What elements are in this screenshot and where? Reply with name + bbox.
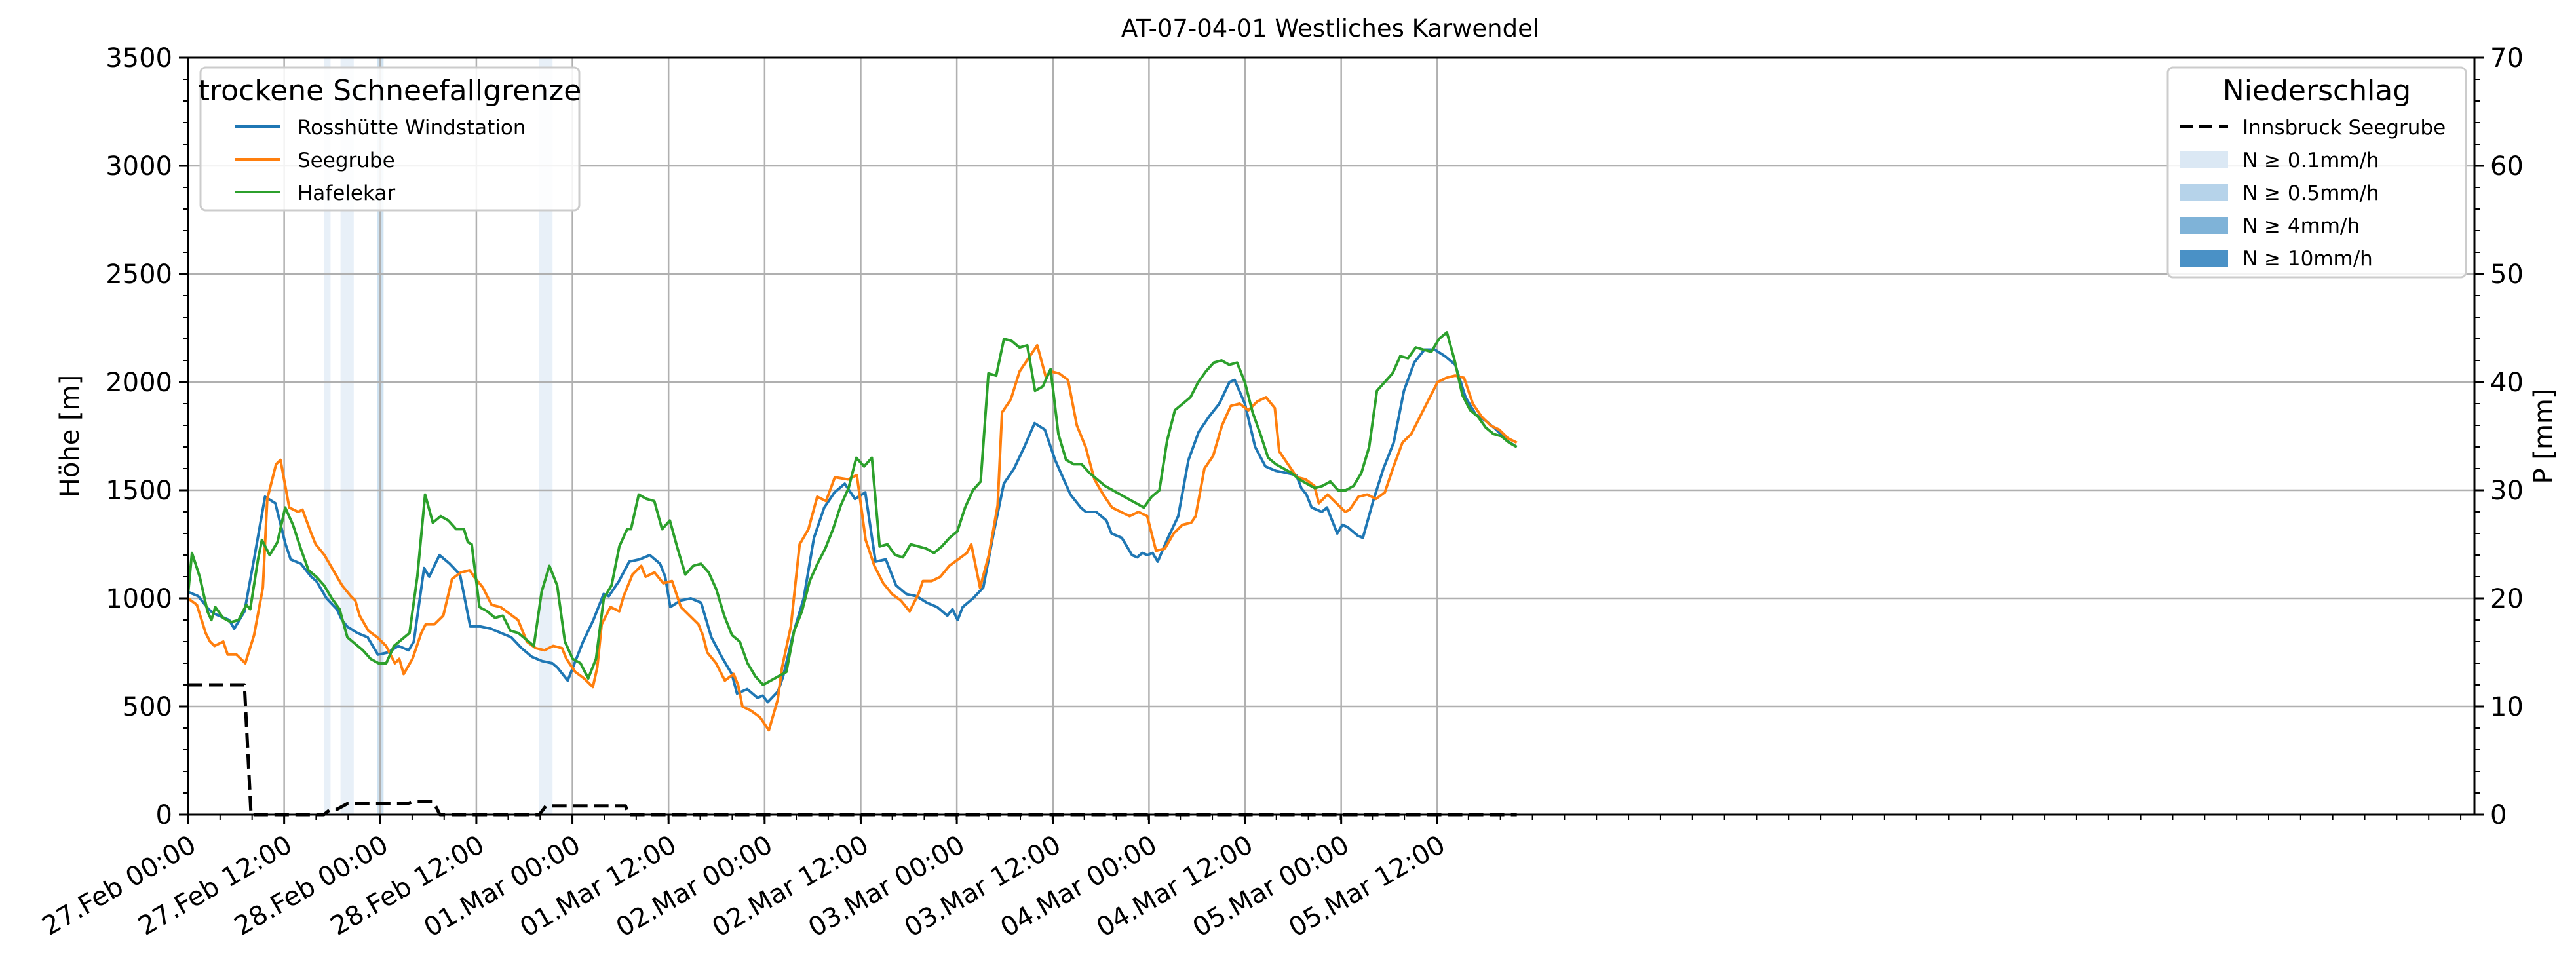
y-tick-label-right: 0 [2490,800,2507,830]
y-tick-label-right: 20 [2490,584,2524,614]
y-tick-label-right: 70 [2490,43,2524,73]
y-tick-label-right: 10 [2490,692,2524,722]
legend-precip-band-swatch [2180,217,2228,234]
y-tick-label-left: 2500 [106,260,172,290]
legend-snow-label: Seegrube [298,149,395,172]
legend-precip-band-swatch [2180,250,2228,267]
legend-snow-title: trockene Schneefallgrenze [199,74,582,107]
legend-precip-line-label: Innsbruck Seegrube [2242,116,2446,140]
y-tick-label-left: 1000 [106,584,172,614]
y-axis-label-left: Höhe [m] [55,375,85,497]
legend-precip-band-label: N ≥ 4mm/h [2242,214,2360,238]
legend-precip-band-swatch [2180,151,2228,168]
y-axis-right: 0 10 20 30 40 50 60 70 [2474,43,2524,830]
chart-title: AT-07-04-01 Westliches Karwendel [1121,14,1539,43]
series-line-1 [187,343,1518,732]
legend-snowline: trockene Schneefallgrenze Rosshütte Winds… [199,66,582,212]
y-tick-label-left: 2000 [106,368,172,398]
legend-precip-band-label: N ≥ 0.5mm/h [2242,182,2379,205]
legend-snow-box [199,66,581,212]
legend-precip-band-swatch [2180,184,2228,201]
legend-precipitation: Niederschlag Innsbruck Seegrube N ≥ 0.1mm/… [2166,66,2467,279]
y-tick-label-right: 60 [2490,151,2524,182]
y-tick-label-left: 3500 [106,43,172,73]
y-axis-label-right: P [mm] [2529,389,2559,484]
y-tick-label-left: 500 [123,692,172,722]
series-lines [187,331,1518,817]
y-tick-label-left: 3000 [106,151,172,182]
y-tick-label-right: 40 [2490,368,2524,398]
y-tick-label-left: 0 [156,800,172,830]
plot-frame [187,56,2476,816]
legend-precip-band-label: N ≥ 10mm/h [2242,247,2373,271]
legend-precip-title: Niederschlag [2223,74,2411,107]
y-tick-label-left: 1500 [106,476,172,506]
legend-snow-label: Rosshütte Windstation [298,116,526,140]
series-line-0 [187,348,1518,704]
series-line-2 [187,331,1518,686]
precip-band [539,58,553,815]
legend-snow-label: Hafelekar [298,182,395,205]
y-axis-left: 0 500 1000 1500 2000 2500 3000 3500 [106,43,188,830]
legend-precip-band-label: N ≥ 0.1mm/h [2242,149,2379,172]
y-tick-label-right: 30 [2490,476,2524,506]
legend-precip-box [2166,66,2467,279]
precip-band [324,58,331,815]
y-tick-label-right: 50 [2490,260,2524,290]
series-line-3 [188,683,1517,817]
